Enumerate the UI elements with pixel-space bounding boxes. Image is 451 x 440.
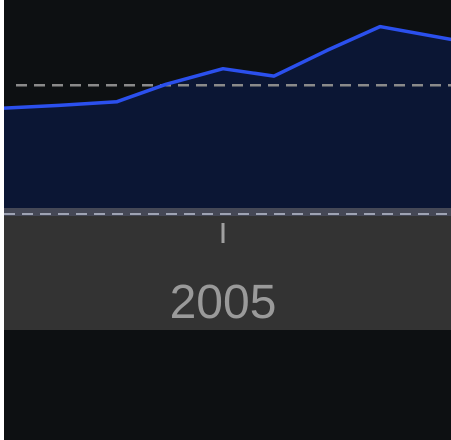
series-line [4, 24, 451, 110]
chart: 2005 [4, 0, 451, 440]
x-tick-label: 2005 [170, 276, 277, 329]
area-chart: 2005 [4, 24, 451, 330]
series-area [4, 26, 451, 208]
x-axis-band-edge [4, 208, 451, 216]
x-axis-band [4, 208, 451, 330]
